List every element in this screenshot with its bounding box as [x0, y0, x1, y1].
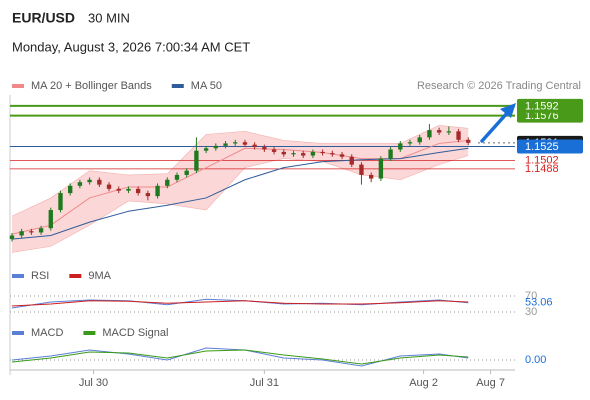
- candle-body: [106, 184, 112, 189]
- candle-body: [262, 147, 267, 150]
- level-label: 1.1502: [525, 154, 559, 166]
- candle-body: [58, 193, 63, 211]
- level-label: 1.1525: [525, 141, 559, 153]
- candle-body: [87, 179, 92, 183]
- candle-body: [116, 188, 121, 191]
- y-tick-label: 30: [525, 306, 537, 318]
- candle-body: [271, 149, 277, 152]
- indicator-line: [11, 349, 469, 365]
- x-tick-label: Aug 2: [409, 377, 438, 389]
- candle-body: [388, 149, 393, 159]
- candle-body: [135, 188, 141, 194]
- candle-body: [291, 153, 296, 155]
- candle-body: [145, 193, 151, 197]
- legend-swatch: [12, 274, 24, 278]
- candle-body: [427, 130, 432, 138]
- level-label: 1.1592: [525, 100, 559, 112]
- timeframe: 30 MIN: [88, 10, 130, 25]
- level-label: 1.1488: [525, 163, 559, 175]
- forecast-arrow: [480, 110, 510, 143]
- source: Research © 2026 Trading Central: [417, 80, 581, 92]
- candle-body: [155, 185, 160, 197]
- candle-body: [368, 174, 374, 179]
- candle-body: [359, 164, 364, 175]
- candle-body: [301, 153, 306, 156]
- candle-body: [398, 143, 403, 150]
- candle-body: [9, 235, 15, 240]
- candle-body: [223, 143, 228, 146]
- candle-body: [38, 228, 44, 233]
- legend-label: MA 50: [191, 80, 222, 92]
- x-tick-label: Jul 30: [79, 377, 108, 389]
- candle-body: [466, 139, 471, 143]
- x-tick-label: Jul 31: [250, 377, 279, 389]
- level-label: 1.1576: [525, 110, 559, 122]
- candle-body: [203, 148, 209, 151]
- candle-body: [456, 131, 461, 140]
- candle-body: [233, 142, 238, 144]
- candle-body: [77, 182, 83, 186]
- candle-body: [320, 151, 325, 154]
- candle-body: [97, 179, 102, 185]
- candle-body: [339, 154, 345, 157]
- forecast-arrowhead: [500, 103, 516, 118]
- candle-body: [165, 179, 170, 186]
- ma-line: [11, 147, 469, 240]
- candle-body: [68, 185, 73, 194]
- indicator-line: [11, 300, 469, 307]
- candle-body: [242, 142, 248, 145]
- level-label-box: [517, 98, 583, 113]
- candle-body: [213, 145, 219, 149]
- y-tick-label: 70: [525, 290, 537, 302]
- candle-body: [252, 144, 257, 148]
- candle-body: [310, 151, 316, 156]
- candle-body: [349, 156, 354, 165]
- legend-label: RSI: [31, 270, 49, 282]
- candle-body: [281, 151, 286, 155]
- band-lower: [11, 155, 469, 253]
- x-tick-label: Aug 7: [476, 377, 505, 389]
- legend-label: MACD: [31, 327, 63, 339]
- legend-swatch: [12, 84, 24, 88]
- candle-body: [19, 231, 24, 236]
- level-label-box: [517, 139, 583, 154]
- indicator-line: [11, 347, 469, 367]
- timestamp: Monday, August 3, 2026 7:00:34 AM CET: [12, 39, 250, 54]
- candle-body: [436, 130, 442, 133]
- candle-body: [29, 231, 34, 233]
- chart-title: EUR/USD: [12, 10, 75, 26]
- candle-body: [378, 158, 384, 179]
- legend-label: MACD Signal: [102, 327, 168, 339]
- legend-swatch: [12, 331, 24, 335]
- candle-body: [184, 170, 189, 175]
- y-tick-label: 0.00: [525, 354, 546, 366]
- candle-body: [407, 142, 413, 144]
- legend-swatch: [83, 331, 96, 335]
- legend-swatch: [69, 274, 82, 278]
- legend-swatch: [171, 84, 184, 88]
- legend-label: MA 20 + Bollinger Bands: [31, 80, 152, 92]
- candle-body: [174, 174, 180, 180]
- candle-body: [48, 210, 53, 229]
- candle-body: [194, 150, 199, 171]
- candle-body: [126, 188, 131, 191]
- candle-body: [446, 131, 452, 133]
- current-value-label: 53.06: [525, 297, 553, 309]
- legend-label: 9MA: [88, 270, 111, 282]
- candle-body: [330, 153, 335, 155]
- candle-body: [417, 137, 422, 143]
